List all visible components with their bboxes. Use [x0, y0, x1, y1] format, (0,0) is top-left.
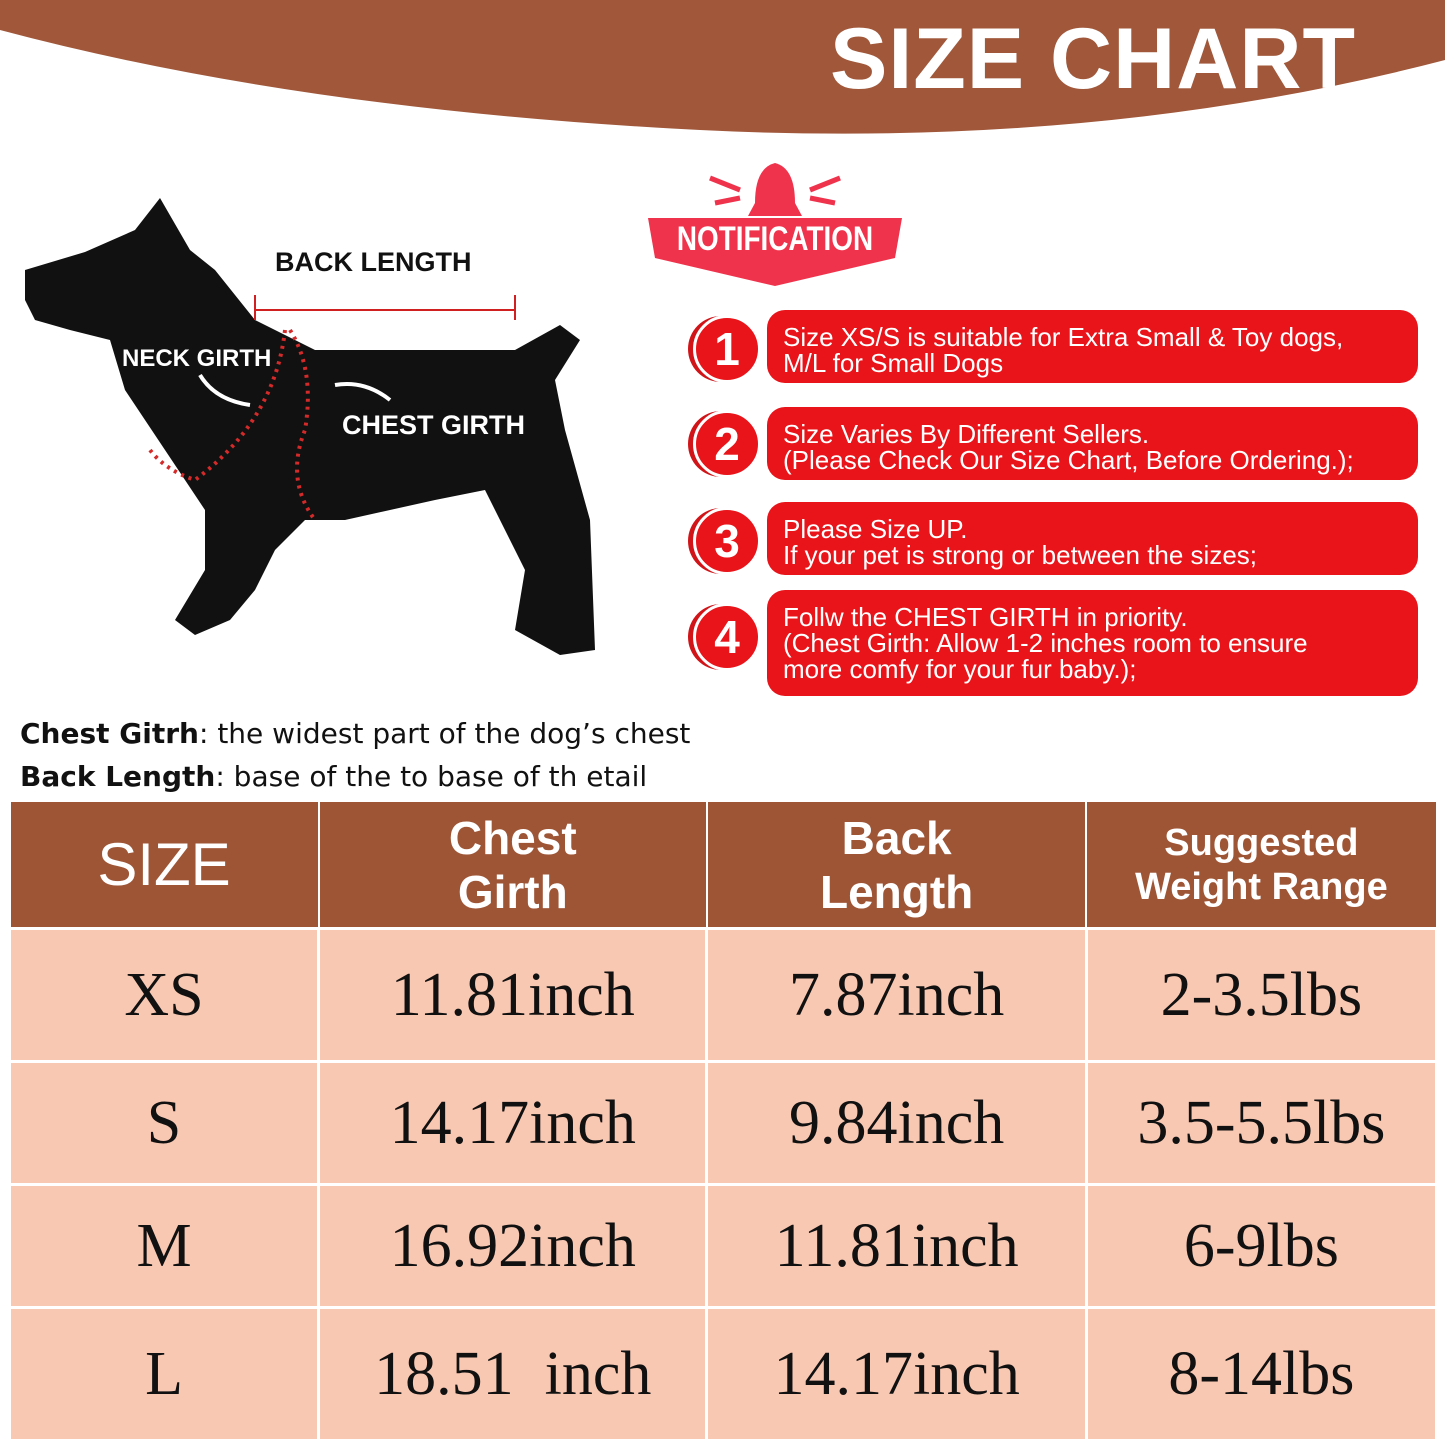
definition-back: Back Length: base of the to base of th e…	[20, 760, 648, 793]
tip-line: (Please Check Our Size Chart, Before Ord…	[783, 445, 1354, 475]
dog-silhouette	[25, 198, 595, 655]
dog-silhouette-diagram	[25, 198, 595, 655]
header-back-length: Back Length	[705, 800, 1088, 930]
number-3-icon: 3	[693, 507, 761, 575]
table-row: M 16.92inch 11.81inch 6-9lbs	[7, 1183, 1439, 1309]
tip-line: If your pet is strong or between the siz…	[783, 540, 1258, 570]
header-banner	[0, 0, 1445, 134]
tip-line: (Chest Girth: Allow 1-2 inches room to e…	[783, 628, 1308, 658]
number-2-icon: 2	[693, 410, 761, 478]
tip-line: M/L for Small Dogs	[783, 348, 1004, 378]
tip-line: Size XS/S is suitable for Extra Small & …	[783, 322, 1344, 352]
tip-line: Size Varies By Different Sellers.	[783, 419, 1150, 449]
chest-girth-label: CHEST GIRTH	[342, 410, 526, 440]
back-length-label: BACK LENGTH	[275, 247, 472, 277]
neck-girth-label: NECK GIRTH	[122, 345, 272, 372]
size-table: SIZE Chest Girth Back Length Suggested Weig…	[7, 800, 1439, 1442]
table-row: S 14.17inch 9.84inch 3.5-5.5lbs	[7, 1060, 1439, 1186]
table-header-row: SIZE Chest Girth Back Length Suggested Weig…	[8, 800, 1438, 930]
tip-line: Please Size UP.	[783, 514, 968, 544]
definition-chest: Chest Gitrh: the widest part of the dog’…	[20, 717, 691, 750]
bell-icon	[648, 163, 902, 286]
tip-line: more comfy for your fur baby.);	[783, 654, 1137, 684]
definitions: Chest Gitrh: the widest part of the dog’…	[20, 712, 690, 798]
notification-badge: NOTIFICATION	[676, 220, 874, 258]
number-1-icon: 1	[693, 315, 761, 383]
header-chest-girth: Chest Girth	[317, 800, 708, 930]
number-4-icon: 4	[693, 603, 761, 671]
page-title: SIZE CHART	[830, 11, 1356, 107]
tip-line: Follw the CHEST GIRTH in priority.	[783, 602, 1188, 632]
table-row: XS 11.81inch 7.87inch 2-3.5lbs	[7, 927, 1439, 1063]
header-weight-range: Suggested Weight Range	[1085, 800, 1438, 930]
header-size: SIZE	[8, 800, 320, 930]
table-row: L 18.51 inch 14.17inch 8-14lbs	[7, 1306, 1439, 1442]
